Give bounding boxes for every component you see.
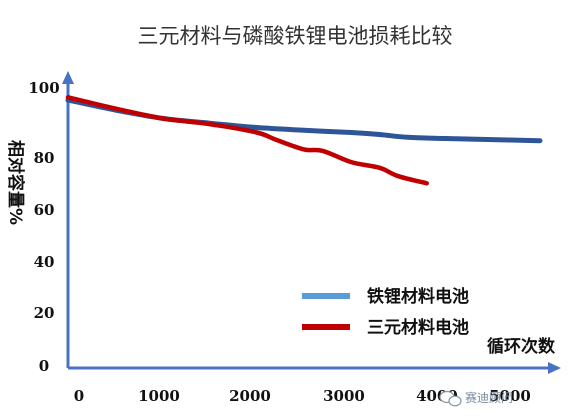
series-line-1 xyxy=(65,97,543,144)
chart-title: 三元材料与磷酸铁锂电池损耗比较 xyxy=(138,24,453,48)
x-axis xyxy=(68,362,561,374)
y-axis-label: 相对容量% xyxy=(5,140,26,225)
x-axis-label: 循环次数 xyxy=(487,336,556,357)
y-tick-label: 80 xyxy=(34,149,55,167)
x-tick-label: 1000 xyxy=(138,387,180,405)
x-tick-label: 2000 xyxy=(229,387,271,405)
series-layer xyxy=(65,95,543,186)
watermark-text: 赛迪顾问 xyxy=(465,390,513,405)
wechat-icon xyxy=(439,390,462,407)
y-tick-label: 60 xyxy=(34,201,55,219)
y-tick-label: 20 xyxy=(34,304,55,322)
x-axis-arrow-icon xyxy=(548,362,561,374)
y-axis xyxy=(62,71,74,368)
legend-label-1: 铁锂材料电池 xyxy=(367,286,469,307)
y-tick-label: 100 xyxy=(28,79,59,97)
y-tick-labels: 0 20 40 60 80 100 xyxy=(28,79,59,375)
x-tick-label: 0 xyxy=(74,387,84,405)
y-tick-label: 40 xyxy=(34,253,55,271)
series-line-2 xyxy=(65,95,429,186)
y-axis-arrow-icon xyxy=(62,71,74,84)
watermark: 赛迪顾问 xyxy=(439,390,513,407)
y-tick-label: 0 xyxy=(39,357,49,375)
x-tick-label: 5000 xyxy=(489,387,531,405)
x-tick-label: 3000 xyxy=(323,387,365,405)
x-tick-labels: 0 1000 2000 3000 4000 5000 xyxy=(74,387,531,405)
legend-label-2: 三元材料电池 xyxy=(367,317,469,338)
